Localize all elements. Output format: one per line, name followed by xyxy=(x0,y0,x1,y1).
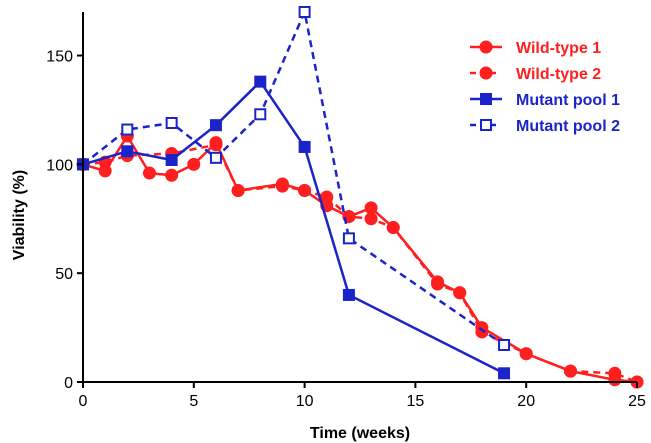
x-axis-title: Time (weeks) xyxy=(310,425,410,442)
data-point xyxy=(498,367,511,380)
legend-marker xyxy=(479,40,493,54)
x-tick-label: 15 xyxy=(407,393,425,410)
data-point xyxy=(608,373,622,387)
legend-marker xyxy=(480,93,492,105)
y-tick-label: 100 xyxy=(46,157,73,174)
series-line xyxy=(82,143,638,384)
data-point xyxy=(342,232,355,245)
axes-layer: 0 5 10 15 20 25 0 50 100 150 xyxy=(46,12,646,410)
legend-entry: Wild-type 2 xyxy=(470,66,601,83)
data-point xyxy=(275,177,289,191)
y-tick-label: 150 xyxy=(46,49,73,66)
data-point xyxy=(564,364,578,378)
x-tick-label: 5 xyxy=(189,393,198,410)
data-point xyxy=(453,286,467,300)
legend-label: Mutant pool 2 xyxy=(516,118,620,135)
legend: Wild-type 1 Wild-type 2 Mutant pool 1 Mutan… xyxy=(470,40,620,135)
data-point xyxy=(165,168,179,182)
data-point xyxy=(142,166,156,180)
data-point xyxy=(386,220,400,234)
data-point xyxy=(475,321,489,335)
data-point xyxy=(209,151,222,164)
legend-marker xyxy=(480,119,492,131)
data-point xyxy=(231,183,245,197)
x-tick-label: 25 xyxy=(628,393,646,410)
data-point xyxy=(209,119,222,132)
data-point xyxy=(254,108,267,121)
data-point xyxy=(165,154,178,166)
data-point xyxy=(187,157,201,171)
series-4 xyxy=(77,6,511,351)
data-point xyxy=(298,183,312,197)
data-point xyxy=(498,339,511,351)
legend-label: Wild-type 1 xyxy=(516,40,601,57)
legend-entry: Mutant pool 2 xyxy=(470,118,620,135)
data-point xyxy=(431,275,445,289)
legend-entry: Mutant pool 1 xyxy=(470,92,620,109)
x-tick-label: 10 xyxy=(296,393,314,410)
data-point xyxy=(121,145,134,158)
data-point xyxy=(364,201,378,215)
legend-label: Wild-type 2 xyxy=(516,66,601,83)
series-1 xyxy=(76,129,644,389)
data-point xyxy=(165,117,178,129)
data-point xyxy=(254,75,267,88)
data-point xyxy=(342,288,355,301)
legend-label: Mutant pool 1 xyxy=(516,92,620,109)
data-point xyxy=(121,123,134,136)
data-point xyxy=(98,164,112,178)
x-tick-label: 20 xyxy=(517,393,535,410)
data-point xyxy=(364,212,378,226)
legend-marker xyxy=(479,66,493,80)
y-tick-label: 50 xyxy=(55,266,73,283)
series-2 xyxy=(76,138,644,389)
data-point xyxy=(298,140,311,153)
series-line xyxy=(82,80,505,375)
data-point xyxy=(519,347,533,361)
data-point xyxy=(209,136,223,150)
legend-entry: Wild-type 1 xyxy=(470,40,601,57)
series-layer xyxy=(76,6,644,389)
y-axis-title: Viability (%) xyxy=(11,170,28,260)
y-tick-label: 0 xyxy=(64,375,73,392)
x-tick-label: 0 xyxy=(79,393,88,410)
data-point xyxy=(298,6,311,18)
series-3 xyxy=(77,75,511,380)
series-line xyxy=(82,10,505,347)
